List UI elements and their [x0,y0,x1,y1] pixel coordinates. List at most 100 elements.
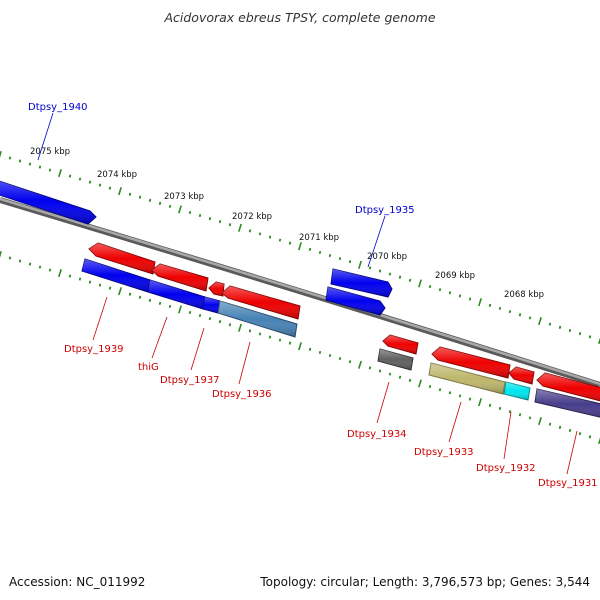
upper-scale-tick [178,205,182,214]
upper-scale-tick [598,337,600,345]
lower-scale-tick [48,268,52,272]
upper-scale-tick [68,174,72,178]
upper-scale-tick [78,177,82,181]
lower-scale-tick [318,350,322,355]
gene-arrow-dtpsy-1935-b[interactable] [325,286,386,316]
upper-scale-tick [258,232,262,236]
label-connectors [37,112,578,475]
gene-block-dtpsy-1934[interactable] [377,348,414,371]
gene-block-dtpsy-1936[interactable] [217,300,298,338]
lower-scale-tick [388,372,392,376]
upper-scale-tick [388,272,392,276]
lower-scale-tick [528,416,532,420]
upper-scale-tick [558,325,562,329]
gene-arrow-dtpsy-1935-a[interactable] [330,268,393,298]
upper-scale-tick [438,288,442,292]
lower-scale-tick [148,298,152,302]
upper-scale-tick [548,322,552,326]
upper-scale-tick [188,210,192,215]
gene-arrow-red-8[interactable] [536,372,600,403]
lower-scale-tick [498,406,502,411]
scale-label-2075: 2075 kbp [30,147,70,157]
genome-summary-text: Topology: circular; Length: 3,796,573 bp… [259,575,590,589]
scale-label-2074: 2074 kbp [97,170,137,180]
lower-scale-tick [338,357,342,361]
upper-scale-tick [408,278,412,282]
lower-scale-tick [68,274,72,278]
upper-scale-tick [238,223,242,232]
lower-scale-tick [288,341,292,345]
lower-scale-tick [228,323,232,327]
lower-scale-tick [598,437,600,445]
upper-scale-tick [378,269,382,273]
gene-arrow-red-7[interactable] [508,366,535,385]
gene-arrow-red-2[interactable] [151,263,209,292]
gene-block-dtpsy-1933[interactable] [428,362,506,395]
lower-scale-tick [28,262,32,266]
upper-scale-tick [228,223,232,227]
lower-scale-tick [358,360,362,369]
upper-scale-tick [448,291,452,295]
upper-scale-tick [158,201,162,205]
scale-label-2070: 2070 kbp [367,252,407,262]
lower-scale-tick [258,332,262,336]
gene-arrow-red-4[interactable] [221,285,301,320]
lower-scale-tick [568,428,572,433]
upper-scale-tick [148,198,152,202]
upper-scale-tick [358,260,362,269]
lower-scale-tick [268,335,272,339]
upper-scale-tick [518,313,522,317]
lower-scale-tick [78,277,82,281]
upper-scale-tick [268,235,272,239]
lower-scale-tick [538,416,542,426]
upper-scale-tick [538,316,542,326]
lower-scale-tick [238,323,242,332]
gene-label-dtpsy-1931: Dtpsy_1931 [538,478,598,489]
upper-scale-tick [198,213,202,218]
scale-ticks [0,150,600,445]
lower-scale-tick [488,403,492,407]
lower-scale-tick [298,342,302,351]
gene-arrow-red-5[interactable] [382,334,419,355]
upper-scale-tick [278,238,282,242]
gene-block-dtpsy-1937[interactable] [202,296,221,314]
upper-scale-tick [578,332,582,336]
lower-scale-tick [188,310,192,315]
lower-scale-tick [518,413,522,417]
gene-arrow-red-6[interactable] [431,346,511,379]
upper-scale-tick [488,303,492,307]
lower-scale-tick [368,366,372,370]
gene-features [0,178,600,419]
upper-scale-tick [88,180,92,184]
lower-scale-tick [548,422,552,426]
gene-label-dtpsy-1937: Dtpsy_1937 [160,375,220,386]
gene-arrow-dtpsy-1940[interactable] [0,178,97,225]
upper-scale-tick [288,241,292,245]
upper-scale-tick [38,165,42,169]
upper-scale-tick [588,335,592,339]
scale-labels: 2075 kbp 2074 kbp 2073 kbp 2072 kbp 2071… [30,147,544,300]
upper-scale-tick [418,279,422,288]
lower-scale-tick [218,320,222,324]
upper-scale-tick [98,183,102,187]
lower-scale-tick [308,347,312,351]
gene-label-dtpsy-1933: Dtpsy_1933 [414,447,474,458]
lower-scale-tick [198,313,202,318]
gene-block-dtpsy-1932[interactable] [503,381,531,401]
upper-scale-tick [48,168,52,172]
upper-scale-tick [218,220,222,224]
scale-label-2069: 2069 kbp [435,271,475,281]
gene-block-dtpsy-1931[interactable] [534,388,600,419]
lower-scale-tick [578,432,582,436]
upper-scale-tick [168,204,172,208]
upper-scale-tick [58,168,62,178]
gene-arrow-red-1[interactable] [88,242,156,275]
gene-label-thiG: thiG [138,362,159,373]
gene-arrow-red-3[interactable] [208,281,225,297]
lower-scale-tick [438,388,442,392]
gene-label-dtpsy-1936: Dtpsy_1936 [212,389,272,400]
lower-scale-tick [588,435,592,439]
lower-scale-tick [408,378,412,382]
lower-scale-tick [168,304,172,308]
